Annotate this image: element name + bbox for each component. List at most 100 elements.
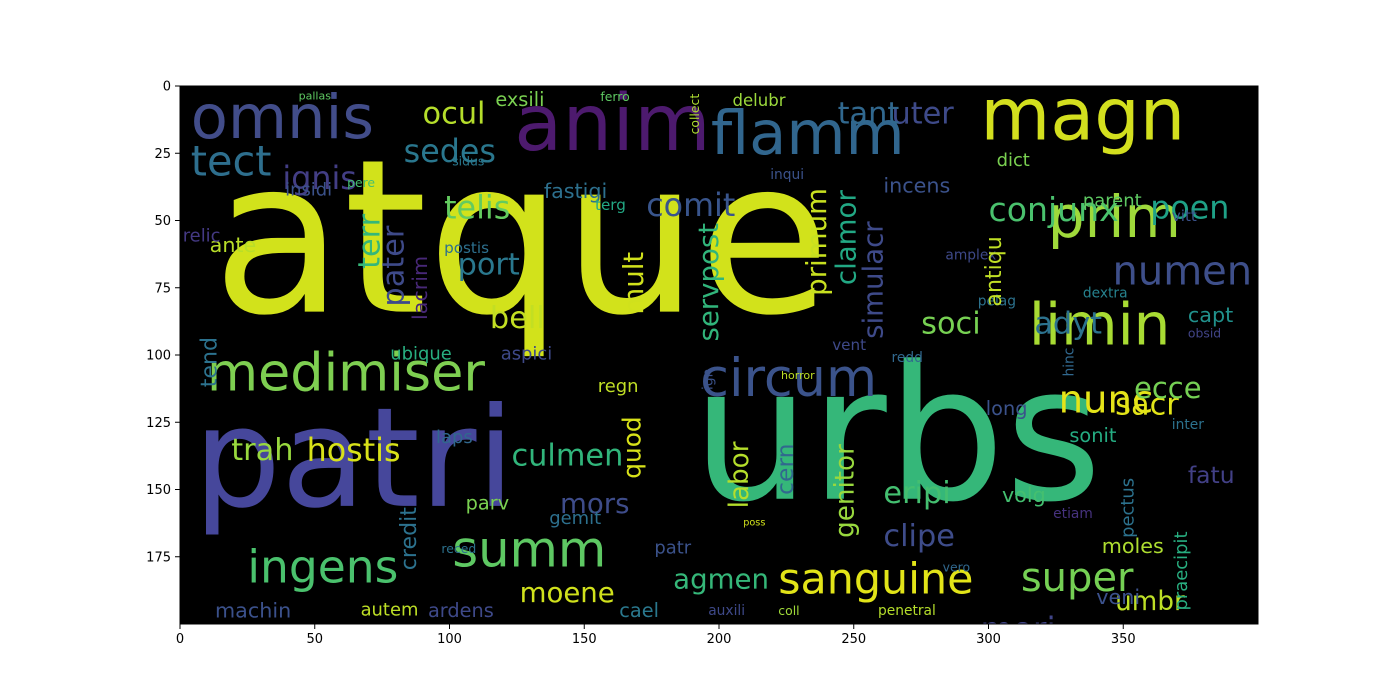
word-pallas: pallas [299,89,332,102]
word-cern: cern [771,443,799,494]
word-adyt: adyt [1034,307,1102,342]
word-uter: uter [891,97,954,132]
word-comit: comit [646,188,735,224]
word-coll: coll [778,603,799,618]
word-pere: pere [347,175,375,190]
word-ocul: ocul [423,97,486,132]
y-axis: 0 25 50 75 100 125 150 175 [146,80,180,565]
word-auxili: auxili [708,603,745,619]
word-postis: postis [444,239,489,257]
word-machin: machin [215,599,291,623]
word-ignis: ignis [282,161,356,197]
word-pelag: pelag [978,293,1016,309]
x-tick-label: 350 [1111,632,1136,647]
word-super: super [1021,555,1134,601]
word-tect: tect [191,138,272,186]
x-axis: 0 50 100 150 200 250 300 350 [176,624,1136,647]
word-culmen: culmen [511,438,623,473]
word-parent: parent [1083,190,1142,211]
word-clipe: clipe [883,519,955,554]
x-tick-label: 150 [572,632,597,647]
word-redd: redd [891,350,922,366]
word-summ: summ [452,521,606,579]
word-tant: tant [838,97,900,132]
word-hostis: hostis [307,433,401,469]
word-sonit: sonit [1069,424,1116,447]
word-lacrim: lacrim [408,256,432,320]
word-patr: patr [654,537,691,558]
word-relic: relic [183,225,221,246]
word-genitor: genitor [830,444,860,538]
word-numen: numen [1112,248,1252,294]
word-ferro: ferro [600,89,629,104]
word-clamor: clamor [830,190,863,286]
word-sedes: sedes [404,134,496,170]
y-tick-label: 175 [146,550,171,565]
word-anim: anim [514,77,711,169]
word-parv: parv [466,491,509,514]
word-gemit: gemit [549,508,601,529]
word-sanguine: sanguine [778,554,973,604]
word-omnis: omnis [191,83,374,153]
word-atque: atque [212,114,830,363]
word-credit: credit [397,507,422,570]
word-delubr: delubr [732,91,785,110]
word-magn: magn [980,73,1185,157]
word-flamm: flamm [711,99,905,169]
x-tick-label: 250 [841,632,866,647]
y-tick-label: 150 [146,483,171,498]
word-medimiser: medimiser [207,343,485,404]
word-vitt: vitt [1172,207,1197,225]
word-obsid: obsid [1188,326,1221,341]
x-tick-label: 50 [306,632,323,647]
word-long: long [986,397,1028,420]
y-tick-label: 50 [154,214,171,229]
word-urbs: urbs [692,326,1102,543]
word-nunc: nunc [1059,378,1154,423]
word-bell: bell [490,301,545,336]
word-hinc: hinc [1062,348,1078,377]
word-mori: mori [980,610,1055,649]
y-tick-label: 25 [154,147,171,162]
word-patri: patri [193,378,514,539]
word-moles: moles [1102,534,1164,558]
word-prim: prim [1048,183,1181,251]
word-sacr: sacr [1115,387,1179,422]
word-dextra: dextra [1083,285,1128,301]
word-vent: vent [832,336,866,354]
word-collect: collect [687,94,702,135]
word-vero: vero [943,560,970,575]
word-horror: horror [781,369,815,382]
word-fastigi: fastigi [544,179,607,203]
word-cael: cael [619,599,659,622]
word-praecipit: praecipit [1171,532,1192,611]
word-port: port [458,247,520,282]
word-capt: capt [1188,303,1233,327]
word-laps: laps [436,427,473,448]
word-dict: dict [997,150,1030,171]
word-reced: reced [441,541,476,556]
x-tick-label: 0 [176,632,184,647]
word-eripi: eripi [883,476,950,511]
x-tick-label: 100 [437,632,462,647]
word-ecce: ecce [1134,371,1202,405]
word-ante: ante [210,233,257,257]
word-limin: limin [1029,290,1171,358]
word-pectus: pectus [1117,478,1138,538]
word-moene: moene [520,576,615,609]
word-soci: soci [921,307,981,342]
word-agmen: agmen [673,562,769,595]
word-ardens: ardens [428,599,494,622]
word-poss: poss [743,517,765,528]
x-tick-label: 300 [976,632,1001,647]
word-fatu: fatu [1188,461,1235,489]
word-sidus: sidus [452,154,484,169]
word-terr: terr [352,213,387,269]
word-mors: mors [560,487,629,520]
word-insidi: insidi [285,180,332,201]
word-servpost: servpost [692,223,725,342]
word-tend: tend [198,337,223,387]
plot-background [180,86,1258,624]
